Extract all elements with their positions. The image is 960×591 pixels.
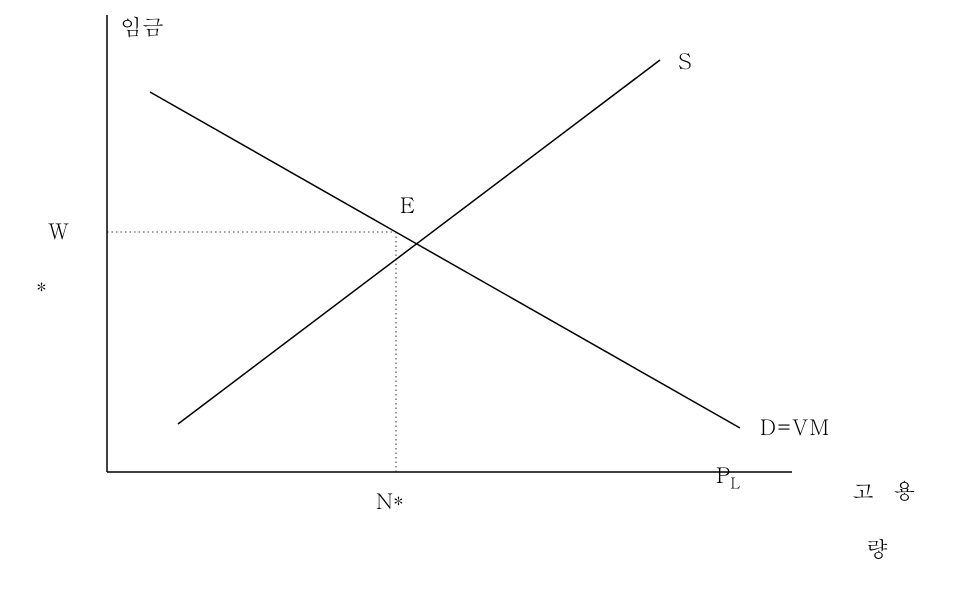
demand-sub-l: L [730, 472, 740, 493]
y-axis-title: 임금 [120, 16, 164, 38]
demand-label: D=VM [760, 416, 830, 438]
equilibrium-label: E [400, 194, 415, 216]
supply-line [178, 60, 660, 424]
labor-market-diagram: 임금 S E W * N* D=VM PL 고 용 량 [0, 0, 960, 591]
w-star-label: * [36, 276, 47, 298]
demand-sub-label: PL [716, 464, 740, 491]
x-axis-title-line1: 고 용 [852, 480, 921, 502]
n-star-label: N* [376, 490, 404, 512]
w-label: W [48, 220, 69, 242]
x-axis-title-line2: 량 [866, 538, 888, 560]
supply-label: S [678, 50, 692, 72]
chart-canvas [0, 0, 960, 591]
demand-sub-p: P [716, 459, 730, 490]
